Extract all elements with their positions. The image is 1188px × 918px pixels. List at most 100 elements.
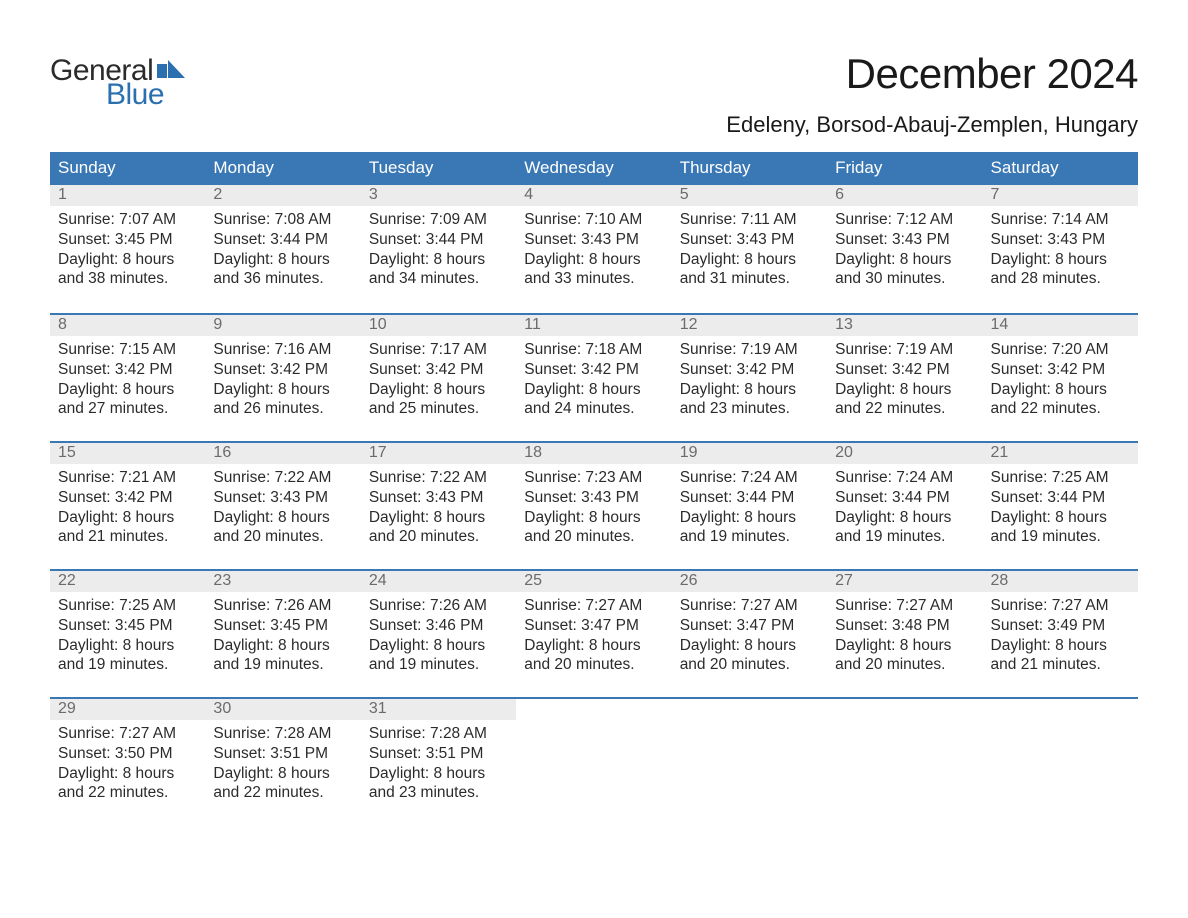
sunrise-text: Sunrise: 7:12 AM: [835, 210, 974, 230]
calendar-day: 21Sunrise: 7:25 AMSunset: 3:44 PMDayligh…: [983, 443, 1138, 569]
calendar-day: 8Sunrise: 7:15 AMSunset: 3:42 PMDaylight…: [50, 315, 205, 441]
calendar-day: 3Sunrise: 7:09 AMSunset: 3:44 PMDaylight…: [361, 185, 516, 313]
day-details: Sunrise: 7:28 AMSunset: 3:51 PMDaylight:…: [205, 720, 360, 809]
daylight-text-2: and 19 minutes.: [835, 527, 974, 547]
daylight-text-2: and 19 minutes.: [369, 655, 508, 675]
daylight-text-1: Daylight: 8 hours: [369, 380, 508, 400]
calendar-day: 25Sunrise: 7:27 AMSunset: 3:47 PMDayligh…: [516, 571, 671, 697]
title-block: December 2024 Edeleny, Borsod-Abauj-Zemp…: [726, 50, 1138, 138]
sunrise-text: Sunrise: 7:27 AM: [835, 596, 974, 616]
day-details: Sunrise: 7:24 AMSunset: 3:44 PMDaylight:…: [672, 464, 827, 553]
location-label: Edeleny, Borsod-Abauj-Zemplen, Hungary: [726, 112, 1138, 138]
sunset-text: Sunset: 3:44 PM: [835, 488, 974, 508]
calendar-day: 24Sunrise: 7:26 AMSunset: 3:46 PMDayligh…: [361, 571, 516, 697]
daylight-text-1: Daylight: 8 hours: [680, 250, 819, 270]
daylight-text-1: Daylight: 8 hours: [369, 508, 508, 528]
day-number: 31: [361, 699, 516, 720]
day-details: Sunrise: 7:10 AMSunset: 3:43 PMDaylight:…: [516, 206, 671, 295]
day-number: 13: [827, 315, 982, 336]
sunrise-text: Sunrise: 7:19 AM: [835, 340, 974, 360]
day-details: Sunrise: 7:25 AMSunset: 3:45 PMDaylight:…: [50, 592, 205, 681]
daylight-text-1: Daylight: 8 hours: [213, 380, 352, 400]
daylight-text-1: Daylight: 8 hours: [213, 636, 352, 656]
day-number: 30: [205, 699, 360, 720]
sunset-text: Sunset: 3:44 PM: [369, 230, 508, 250]
day-details: Sunrise: 7:20 AMSunset: 3:42 PMDaylight:…: [983, 336, 1138, 425]
weekday-header: Thursday: [672, 152, 827, 185]
calendar-day: 31Sunrise: 7:28 AMSunset: 3:51 PMDayligh…: [361, 699, 516, 825]
daylight-text-2: and 33 minutes.: [524, 269, 663, 289]
sunset-text: Sunset: 3:50 PM: [58, 744, 197, 764]
day-number: 5: [672, 185, 827, 206]
sunset-text: Sunset: 3:45 PM: [58, 616, 197, 636]
calendar-day: 2Sunrise: 7:08 AMSunset: 3:44 PMDaylight…: [205, 185, 360, 313]
daylight-text-1: Daylight: 8 hours: [524, 380, 663, 400]
daylight-text-1: Daylight: 8 hours: [213, 508, 352, 528]
day-number: 1: [50, 185, 205, 206]
daylight-text-1: Daylight: 8 hours: [680, 636, 819, 656]
calendar-day: 30Sunrise: 7:28 AMSunset: 3:51 PMDayligh…: [205, 699, 360, 825]
calendar-week: 29Sunrise: 7:27 AMSunset: 3:50 PMDayligh…: [50, 697, 1138, 825]
daylight-text-1: Daylight: 8 hours: [835, 380, 974, 400]
sunrise-text: Sunrise: 7:18 AM: [524, 340, 663, 360]
sunset-text: Sunset: 3:42 PM: [524, 360, 663, 380]
calendar-day: 13 Sunrise: 7:19 AMSunset: 3:42 PMDayligh…: [827, 315, 982, 441]
day-number: 17: [361, 443, 516, 464]
calendar-day: 6Sunrise: 7:12 AMSunset: 3:43 PMDaylight…: [827, 185, 982, 313]
daylight-text-2: and 19 minutes.: [680, 527, 819, 547]
daylight-text-2: and 20 minutes.: [524, 655, 663, 675]
month-title: December 2024: [726, 50, 1138, 98]
daylight-text-1: Daylight: 8 hours: [991, 380, 1130, 400]
daylight-text-1: Daylight: 8 hours: [991, 250, 1130, 270]
day-details: Sunrise: 7:19 AMSunset: 3:42 PMDaylight:…: [672, 336, 827, 425]
day-details: Sunrise: 7:28 AMSunset: 3:51 PMDaylight:…: [361, 720, 516, 809]
daylight-text-2: and 23 minutes.: [369, 783, 508, 803]
calendar-day: 22Sunrise: 7:25 AMSunset: 3:45 PMDayligh…: [50, 571, 205, 697]
sunset-text: Sunset: 3:46 PM: [369, 616, 508, 636]
daylight-text-1: Daylight: 8 hours: [680, 380, 819, 400]
calendar-day: 5Sunrise: 7:11 AMSunset: 3:43 PMDaylight…: [672, 185, 827, 313]
daylight-text-2: and 23 minutes.: [680, 399, 819, 419]
calendar-page: General Blue December 2024 Edeleny, Bors…: [0, 0, 1188, 865]
daylight-text-1: Daylight: 8 hours: [58, 764, 197, 784]
day-details: Sunrise: 7:08 AMSunset: 3:44 PMDaylight:…: [205, 206, 360, 295]
sunset-text: Sunset: 3:42 PM: [58, 360, 197, 380]
daylight-text-1: Daylight: 8 hours: [680, 508, 819, 528]
sunset-text: Sunset: 3:45 PM: [213, 616, 352, 636]
day-number: 21: [983, 443, 1138, 464]
calendar-day: 4Sunrise: 7:10 AMSunset: 3:43 PMDaylight…: [516, 185, 671, 313]
daylight-text-2: and 30 minutes.: [835, 269, 974, 289]
daylight-text-1: Daylight: 8 hours: [524, 636, 663, 656]
day-number: 16: [205, 443, 360, 464]
header: General Blue December 2024 Edeleny, Bors…: [50, 50, 1138, 138]
day-details: Sunrise: 7:16 AMSunset: 3:42 PMDaylight:…: [205, 336, 360, 425]
sunrise-text: Sunrise: 7:14 AM: [991, 210, 1130, 230]
calendar-day: 28Sunrise: 7:27 AMSunset: 3:49 PMDayligh…: [983, 571, 1138, 697]
day-number: 3: [361, 185, 516, 206]
day-details: Sunrise: 7:23 AMSunset: 3:43 PMDaylight:…: [516, 464, 671, 553]
day-number: 20: [827, 443, 982, 464]
sunrise-text: Sunrise: 7:08 AM: [213, 210, 352, 230]
day-number: 4: [516, 185, 671, 206]
sunrise-text: Sunrise: 7:21 AM: [58, 468, 197, 488]
calendar-day: 16Sunrise: 7:22 AMSunset: 3:43 PMDayligh…: [205, 443, 360, 569]
sunrise-text: Sunrise: 7:26 AM: [213, 596, 352, 616]
calendar-day: [516, 699, 671, 825]
sunset-text: Sunset: 3:48 PM: [835, 616, 974, 636]
day-details: Sunrise: 7:27 AMSunset: 3:50 PMDaylight:…: [50, 720, 205, 809]
sunset-text: Sunset: 3:43 PM: [213, 488, 352, 508]
daylight-text-2: and 20 minutes.: [524, 527, 663, 547]
daylight-text-2: and 22 minutes.: [213, 783, 352, 803]
day-number: 11: [516, 315, 671, 336]
sunset-text: Sunset: 3:42 PM: [835, 360, 974, 380]
daylight-text-2: and 26 minutes.: [213, 399, 352, 419]
daylight-text-2: and 19 minutes.: [991, 527, 1130, 547]
sunrise-text: Sunrise: 7:09 AM: [369, 210, 508, 230]
sunset-text: Sunset: 3:45 PM: [58, 230, 197, 250]
weekday-header-row: Sunday Monday Tuesday Wednesday Thursday…: [50, 152, 1138, 185]
sunrise-text: Sunrise: 7:27 AM: [991, 596, 1130, 616]
sunrise-text: Sunrise: 7:25 AM: [991, 468, 1130, 488]
weekday-header: Wednesday: [516, 152, 671, 185]
brand-word-2: Blue: [106, 80, 187, 110]
daylight-text-1: Daylight: 8 hours: [58, 380, 197, 400]
